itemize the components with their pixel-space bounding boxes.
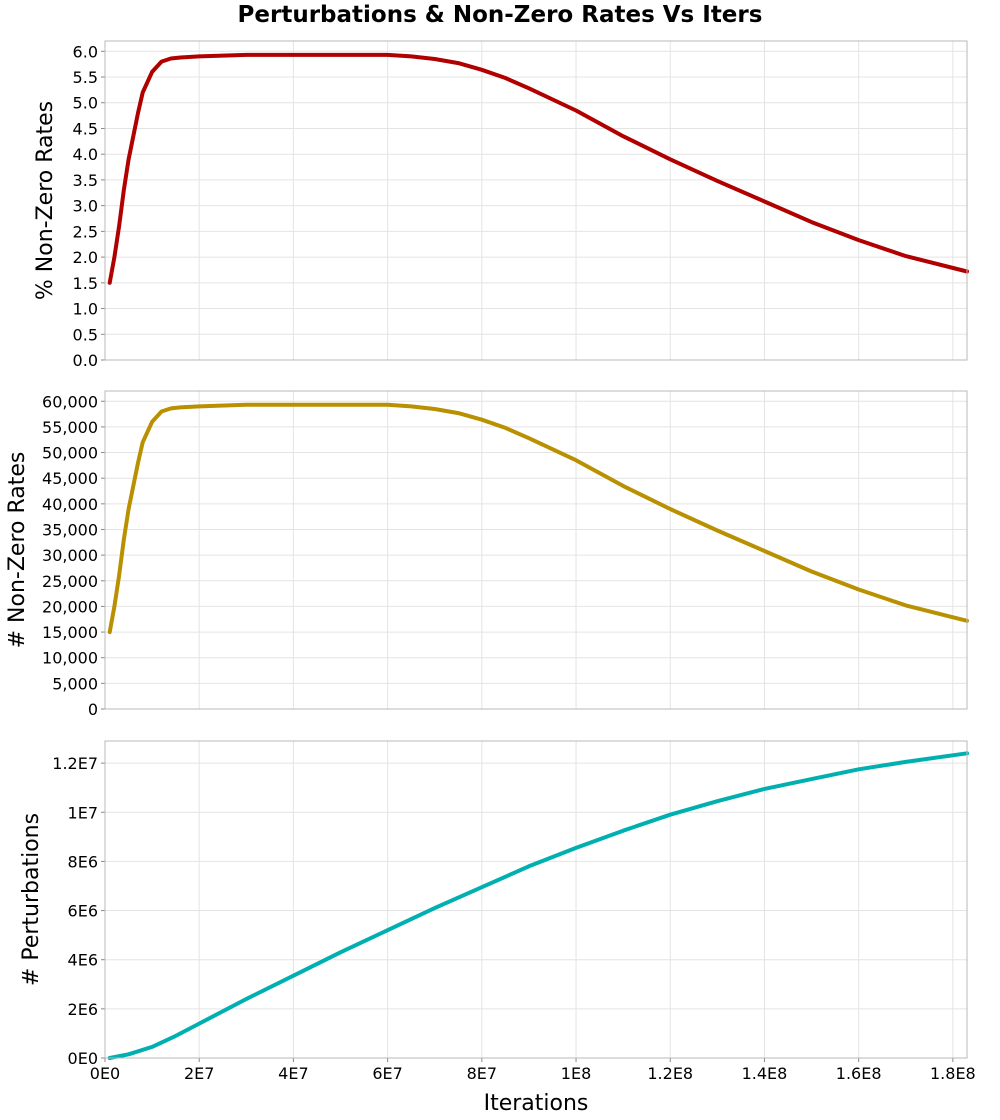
y-tick-label-count-3: 15,000 — [42, 623, 98, 642]
x-tick-label-perturb-7: 1.4E8 — [742, 1064, 788, 1083]
x-tick-label-perturb-4: 8E7 — [467, 1064, 497, 1083]
y-tick-label-perturb-5: 1E7 — [68, 803, 98, 822]
series-line-count-0 — [107, 402, 969, 635]
y-tick-label-count-4: 20,000 — [42, 597, 98, 616]
series-line-pct-0 — [107, 52, 969, 285]
x-axis-label-perturb: Iterations — [484, 1091, 589, 1116]
y-axis-label-count: # Non-Zero Rates — [5, 452, 30, 649]
plot-frame-count — [104, 390, 968, 710]
x-tick-label-perturb-3: 6E7 — [372, 1064, 402, 1083]
y-tick-label-count-0: 0 — [88, 700, 98, 719]
y-tick-label-pct-2: 1.0 — [73, 300, 98, 319]
y-tick-label-count-9: 45,000 — [42, 469, 98, 488]
x-tick-label-perturb-8: 1.6E8 — [836, 1064, 882, 1083]
y-tick-label-pct-7: 3.5 — [73, 171, 98, 190]
x-tick-label-perturb-6: 1.2E8 — [647, 1064, 693, 1083]
series-line-perturb-0 — [107, 751, 969, 1060]
y-tick-label-count-7: 35,000 — [42, 520, 98, 539]
y-tick-label-count-12: 60,000 — [42, 392, 98, 411]
y-tick-label-perturb-6: 1.2E7 — [52, 754, 98, 773]
y-tick-label-count-8: 40,000 — [42, 495, 98, 514]
plot-area-count — [105, 391, 967, 709]
x-tick-label-perturb-1: 2E7 — [184, 1064, 214, 1083]
y-tick-label-count-2: 10,000 — [42, 649, 98, 668]
y-tick-label-count-6: 30,000 — [42, 546, 98, 565]
y-tick-label-perturb-0: 0E0 — [68, 1049, 98, 1068]
y-tick-label-pct-0: 0.0 — [73, 351, 98, 370]
y-tick-label-count-11: 55,000 — [42, 418, 98, 437]
x-tick-label-perturb-0: 0E0 — [90, 1064, 120, 1083]
x-tick-label-perturb-2: 4E7 — [278, 1064, 308, 1083]
x-tick-label-perturb-5: 1E8 — [561, 1064, 591, 1083]
y-tick-label-pct-10: 5.0 — [73, 94, 98, 113]
chart-title: Perturbations & Non-Zero Rates Vs Iters — [237, 2, 763, 28]
y-tick-label-perturb-3: 6E6 — [68, 902, 98, 921]
y-tick-label-pct-8: 4.0 — [73, 145, 98, 164]
plot-frame-pct — [104, 40, 968, 361]
y-tick-label-pct-3: 1.5 — [73, 274, 98, 293]
y-tick-label-perturb-4: 8E6 — [68, 852, 98, 871]
plot-area-perturb — [105, 741, 967, 1058]
y-tick-label-count-5: 25,000 — [42, 572, 98, 591]
y-tick-label-pct-12: 6.0 — [73, 42, 98, 61]
x-tick-label-perturb-9: 1.8E8 — [930, 1064, 976, 1083]
y-tick-label-pct-9: 4.5 — [73, 119, 98, 138]
y-tick-label-perturb-2: 4E6 — [68, 951, 98, 970]
y-axis-label-perturb: # Perturbations — [19, 813, 44, 986]
y-tick-label-pct-11: 5.5 — [73, 68, 98, 87]
y-tick-label-pct-4: 2.0 — [73, 248, 98, 267]
y-tick-label-perturb-1: 2E6 — [68, 1000, 98, 1019]
y-axis-label-pct: % Non-Zero Rates — [33, 101, 58, 300]
plot-frame-perturb — [104, 740, 968, 1059]
plot-area-pct — [105, 41, 967, 360]
y-tick-label-pct-6: 3.0 — [73, 197, 98, 216]
y-tick-label-count-10: 50,000 — [42, 444, 98, 463]
y-tick-label-pct-1: 0.5 — [73, 325, 98, 344]
y-tick-label-pct-5: 2.5 — [73, 222, 98, 241]
y-tick-label-count-1: 5,000 — [52, 674, 98, 693]
